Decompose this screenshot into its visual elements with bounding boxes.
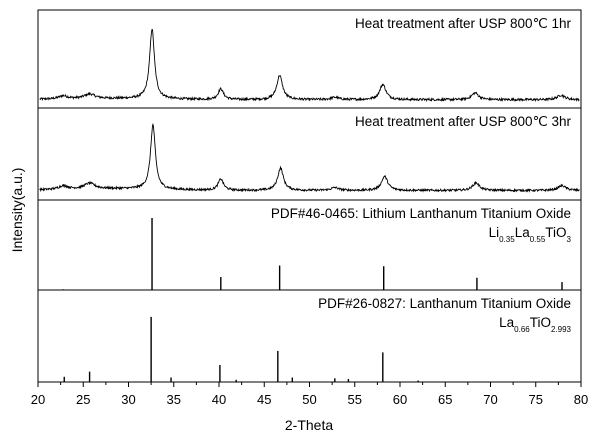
panel-3: PDF#46-0465: Lithium Lanthanum Titanium … xyxy=(37,199,582,291)
formula-text: TiO xyxy=(545,225,566,240)
x-tick-label: 35 xyxy=(167,392,181,407)
x-tick-label: 55 xyxy=(348,392,362,407)
x-tick-label: 45 xyxy=(257,392,271,407)
panel-2: Heat treatment after USP 800℃ 3hr xyxy=(37,107,582,201)
x-tick-label: 30 xyxy=(121,392,135,407)
x-tick-label: 50 xyxy=(302,392,316,407)
panel-1: Heat treatment after USP 800℃ 1hr xyxy=(37,9,582,109)
formula-label: La0.66TiO2.993 xyxy=(499,315,571,334)
panel-label: PDF#46-0465: Lithium Lanthanum Titanium … xyxy=(271,206,571,221)
panel-label: Heat treatment after USP 800℃ 1hr xyxy=(355,16,572,31)
formula-subscript: 0.35 xyxy=(499,235,515,244)
x-tick-label: 80 xyxy=(574,392,588,407)
x-tick-label: 70 xyxy=(483,392,497,407)
x-tick-label: 60 xyxy=(393,392,407,407)
formula-text: TiO xyxy=(530,315,551,330)
formula-label: Li0.35La0.55TiO3 xyxy=(489,225,572,244)
x-tick-label: 40 xyxy=(212,392,226,407)
y-axis-label: Intensity(a.u.) xyxy=(9,168,25,253)
x-tick-label: 25 xyxy=(76,392,90,407)
formula-subscript: 0.66 xyxy=(514,325,530,334)
formula-subscript: 0.55 xyxy=(530,235,546,244)
formula-subscript: 2.993 xyxy=(551,325,572,334)
x-axis: 20 25 30 35 40 45 50 55 60 65 70 75 80 xyxy=(31,382,588,407)
panel-label: Heat treatment after USP 800℃ 3hr xyxy=(355,114,572,129)
x-tick-label: 75 xyxy=(529,392,543,407)
formula-text: Li xyxy=(489,225,500,240)
x-tick-label: 65 xyxy=(438,392,452,407)
panel-label: PDF#26-0827: Lanthanum Titanium Oxide xyxy=(318,296,571,311)
xrd-pattern-line xyxy=(39,122,580,193)
panel-4: PDF#26-0827: Lanthanum Titanium Oxide La0… xyxy=(37,289,582,383)
x-axis-label: 2-Theta xyxy=(285,417,333,433)
x-tick-label: 20 xyxy=(31,392,45,407)
panels-layer: Heat treatment after USP 800℃ 1hr Heat tr… xyxy=(37,9,582,383)
xrd-pattern-line xyxy=(39,28,580,103)
formula-subscript: 3 xyxy=(567,235,572,244)
formula-text: La xyxy=(515,225,531,240)
formula-text: La xyxy=(499,315,515,330)
